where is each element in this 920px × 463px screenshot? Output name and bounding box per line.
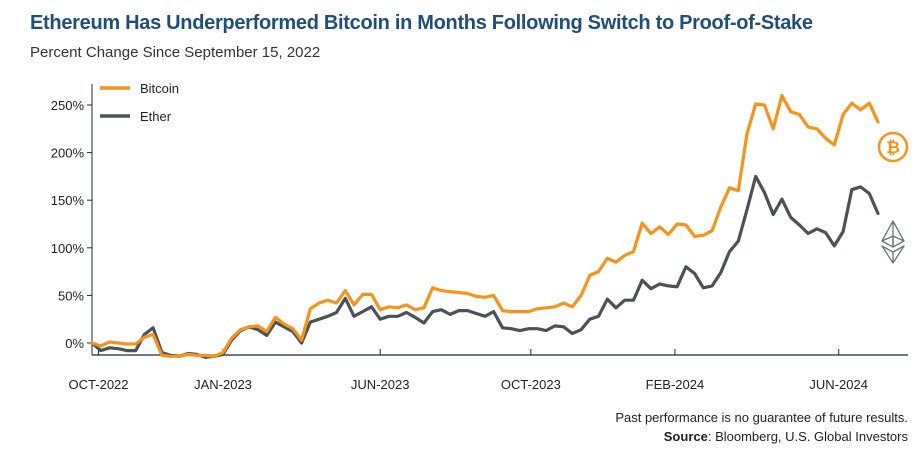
svg-text:₿: ₿ <box>886 138 900 158</box>
bitcoin-series-line <box>90 93 880 358</box>
x-tick-label: FEB-2024 <box>646 377 705 392</box>
legend-label: Bitcoin <box>140 81 179 96</box>
x-axis: OCT-2022 JAN-2023 JUN-2023 OCT-2023 FEB-2024… <box>69 349 908 392</box>
y-tick-label: 150% <box>51 193 85 208</box>
legend: Bitcoin Ether <box>100 81 179 124</box>
series-icons: ₿ <box>877 131 909 264</box>
disclaimer: Past performance is no guarantee of futu… <box>615 410 908 425</box>
ethereum-icon <box>881 220 905 264</box>
chart-subtitle: Percent Change Since September 15, 2022 <box>30 44 321 61</box>
y-tick-label: 250% <box>51 98 85 113</box>
y-tick-label: 200% <box>51 146 85 161</box>
y-axis: 0% 50% 100% 150% 200% 250% <box>51 84 93 355</box>
y-tick-label: 100% <box>51 241 85 256</box>
source-line: Source: Bloomberg, U.S. Global Investors <box>615 427 908 446</box>
source-label: Source <box>663 429 708 444</box>
x-tick-label: JUN-2023 <box>351 377 410 392</box>
footnote: Past performance is no guarantee of futu… <box>615 408 908 446</box>
chart-title: Ethereum Has Underperformed Bitcoin in M… <box>30 12 813 34</box>
x-tick-label: JAN-2023 <box>194 377 252 392</box>
x-tick-label: OCT-2022 <box>69 377 129 392</box>
ether-series-line <box>90 174 880 359</box>
y-tick-label: 0% <box>65 336 84 351</box>
legend-label: Ether <box>140 109 172 124</box>
x-tick-label: OCT-2023 <box>501 377 561 392</box>
x-tick-label: JUN-2024 <box>809 377 868 392</box>
series-lines <box>90 93 880 359</box>
source-text: : Bloomberg, U.S. Global Investors <box>707 429 908 444</box>
bitcoin-icon: ₿ <box>877 131 909 163</box>
y-tick-label: 50% <box>58 288 84 303</box>
